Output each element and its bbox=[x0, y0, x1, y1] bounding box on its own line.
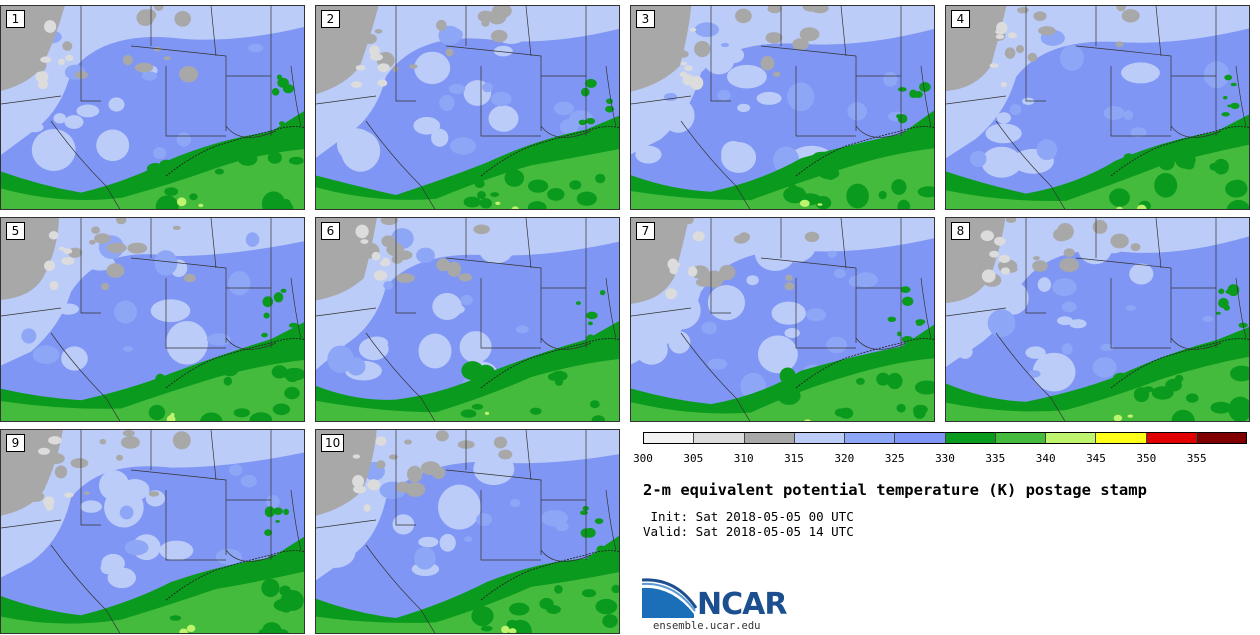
colorbar bbox=[643, 432, 1247, 444]
theta-e-field-map bbox=[1, 218, 304, 421]
colorbar-segment bbox=[1146, 433, 1197, 443]
member-number-label: 10 bbox=[321, 434, 345, 452]
colorbar-tick-label: 300 bbox=[633, 452, 653, 465]
theta-e-field-map bbox=[316, 6, 619, 209]
colorbar-tick-label: 340 bbox=[1035, 452, 1056, 465]
colorbar-segment bbox=[694, 433, 745, 443]
ensemble-member-map: 6 bbox=[315, 217, 620, 422]
theta-e-field-map bbox=[631, 218, 934, 421]
colorbar-segment bbox=[945, 433, 996, 443]
ensemble-member-map: 10 bbox=[315, 429, 620, 634]
colorbar-segment bbox=[1096, 433, 1147, 443]
member-number-label: 4 bbox=[951, 10, 970, 28]
colorbar-tick-label: 350 bbox=[1136, 452, 1157, 465]
theta-e-field-map bbox=[946, 218, 1249, 421]
colorbar-tick-label: 330 bbox=[935, 452, 955, 465]
colorbar-tick-label: 305 bbox=[683, 452, 704, 465]
ncar-logo-text: NCAR bbox=[697, 587, 787, 622]
theta-e-field-map bbox=[946, 6, 1249, 209]
colorbar-segment bbox=[845, 433, 896, 443]
colorbar-ticks: 300 305 310 315 320 325 330 335 340 345 350 355 bbox=[633, 452, 1247, 466]
ensemble-member-map: 3 bbox=[630, 5, 935, 210]
colorbar-tick-label: 320 bbox=[834, 452, 855, 465]
ncar-logo-icon bbox=[642, 578, 698, 618]
plot-title: 2-m equivalent potential temperature (K)… bbox=[643, 481, 1147, 499]
colorbar-tick-label: 315 bbox=[784, 452, 804, 465]
colorbar-segment bbox=[744, 433, 795, 443]
colorbar-tick-label: 355 bbox=[1186, 452, 1207, 465]
theta-e-field-map bbox=[316, 430, 619, 633]
member-number-label: 6 bbox=[321, 222, 340, 240]
colorbar-segment bbox=[1046, 433, 1097, 443]
colorbar-tick-label: 335 bbox=[985, 452, 1006, 465]
member-number-label: 7 bbox=[636, 222, 655, 240]
valid-time: Valid: Sat 2018-05-05 14 UTC bbox=[643, 524, 854, 539]
member-number-label: 2 bbox=[321, 10, 340, 28]
ensemble-member-map: 8 bbox=[945, 217, 1250, 422]
theta-e-field-map bbox=[631, 6, 934, 209]
init-time: Init: Sat 2018-05-05 00 UTC bbox=[643, 509, 854, 524]
ensemble-member-map: 4 bbox=[945, 5, 1250, 210]
colorbar-tick-label: 345 bbox=[1086, 452, 1106, 465]
colorbar-segment bbox=[995, 433, 1046, 443]
member-number-label: 5 bbox=[6, 222, 25, 240]
colorbar-segment bbox=[895, 433, 946, 443]
member-number-label: 3 bbox=[636, 10, 655, 28]
colorbar-segment bbox=[644, 433, 695, 443]
colorbar-tick-label: 310 bbox=[733, 452, 754, 465]
theta-e-field-map bbox=[316, 218, 619, 421]
theta-e-field-map bbox=[1, 6, 304, 209]
member-number-label: 8 bbox=[951, 222, 970, 240]
ensemble-member-map: 7 bbox=[630, 217, 935, 422]
member-number-label: 9 bbox=[6, 434, 25, 452]
ensemble-member-map: 9 bbox=[0, 429, 305, 634]
website-url: ensemble.ucar.edu bbox=[653, 620, 761, 632]
member-number-label: 1 bbox=[6, 10, 25, 28]
theta-e-field-map bbox=[1, 430, 304, 633]
colorbar-tick-label: 325 bbox=[884, 452, 905, 465]
ensemble-member-map: 2 bbox=[315, 5, 620, 210]
ensemble-member-map: 5 bbox=[0, 217, 305, 422]
ensemble-member-map: 1 bbox=[0, 5, 305, 210]
colorbar-segment bbox=[1196, 433, 1246, 443]
colorbar-segment bbox=[794, 433, 845, 443]
